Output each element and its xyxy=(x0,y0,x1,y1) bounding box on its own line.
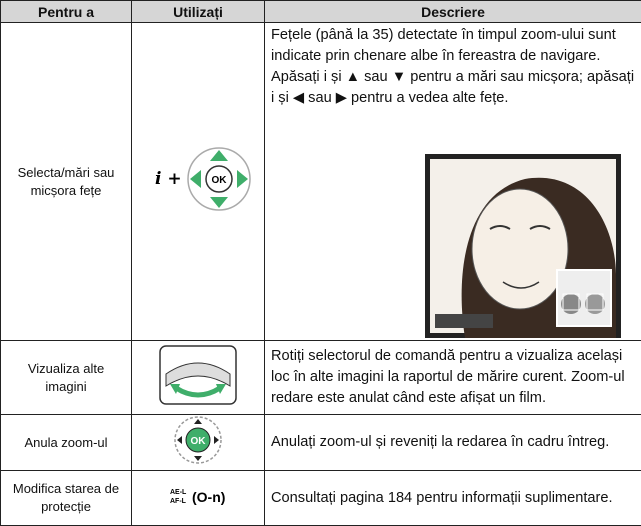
header-cell: Pentru a xyxy=(0,0,132,23)
header-cell: Descriere xyxy=(264,0,641,23)
ok-label: OK xyxy=(191,436,207,447)
row: Selecta/mări sau micșora fețe i + OK Feț… xyxy=(0,22,641,341)
face-illustration xyxy=(425,154,621,338)
header-row: Pentru a Utilizați Descriere xyxy=(0,0,641,23)
button-label: AF-L xyxy=(170,498,187,505)
use-label: i + xyxy=(155,169,182,189)
description-cell: Fețele (până la 35) detectate în timpul … xyxy=(264,22,641,341)
dpad-icon: i + OK xyxy=(155,147,251,211)
ok-icon: OK xyxy=(174,416,222,464)
button-label: AE-L xyxy=(170,489,187,496)
use-cell: OK xyxy=(131,414,265,471)
use-cell xyxy=(131,340,265,415)
description: Anulați zoom-ul și reveniți la redarea î… xyxy=(264,414,641,471)
action: Vizualiza alte imagini xyxy=(0,340,132,415)
use-cell: i + OK xyxy=(131,22,265,341)
action: Selecta/mări sau micșora fețe xyxy=(0,22,132,341)
description: Consultați pagina 184 pentru informații … xyxy=(264,470,641,526)
description: Fețele (până la 35) detectate în timpul … xyxy=(271,27,635,106)
header-cell: Utilizați xyxy=(131,0,265,23)
dial-icon xyxy=(159,345,237,405)
row: Anula zoom-ul OK Anulați zoom-ul și reve… xyxy=(0,414,641,471)
action: Modifica starea de protecție xyxy=(0,470,132,526)
action: Anula zoom-ul xyxy=(0,414,132,471)
button-note: (O-n) xyxy=(192,489,225,505)
ok-label: OK xyxy=(211,175,227,186)
row: Modifica starea de protecție AE-L AF-L (… xyxy=(0,470,641,526)
row: Vizualiza alte imagini Rotiți selectorul… xyxy=(0,340,641,415)
description: Rotiți selectorul de comandă pentru a vi… xyxy=(264,340,641,415)
ae-af-icon: AE-L AF-L (O-n) xyxy=(170,489,225,505)
use-cell: AE-L AF-L (O-n) xyxy=(131,470,265,526)
